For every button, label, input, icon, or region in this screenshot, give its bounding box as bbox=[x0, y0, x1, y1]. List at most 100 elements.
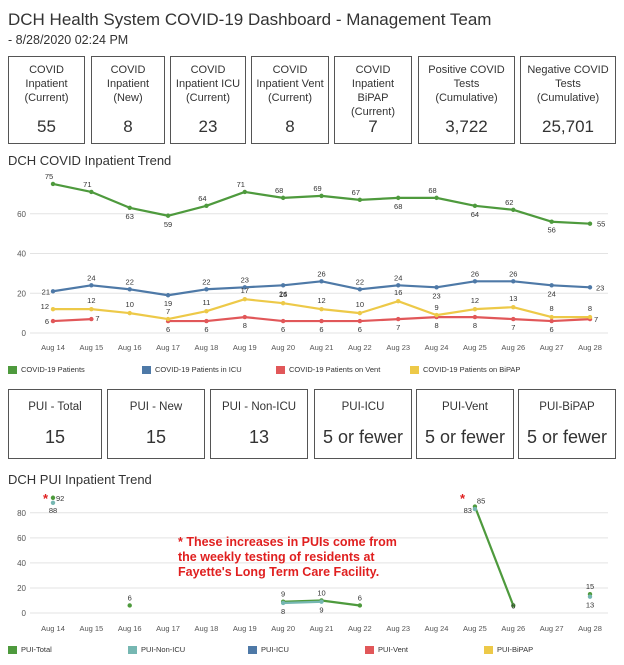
legend-label: COVID-19 Patients on BiPAP bbox=[423, 365, 521, 374]
data-label: 13 bbox=[509, 294, 517, 303]
kpi-value: 23 bbox=[198, 117, 218, 136]
x-tick-label: Aug 23 bbox=[386, 624, 410, 633]
data-point bbox=[549, 283, 554, 288]
data-point bbox=[204, 318, 209, 324]
x-tick-label: Aug 26 bbox=[501, 343, 525, 352]
x-tick-label: Aug 22 bbox=[348, 343, 372, 352]
kpi-label: PUI-ICU bbox=[341, 401, 385, 413]
kpi-value: 3,722 bbox=[445, 117, 488, 136]
kpi-value: 25,701 bbox=[542, 117, 594, 136]
data-point bbox=[472, 314, 478, 320]
data-point bbox=[89, 189, 94, 195]
data-point bbox=[357, 310, 363, 316]
x-tick-label: Aug 27 bbox=[540, 343, 564, 352]
x-tick-label: Aug 28 bbox=[578, 343, 602, 352]
series-line bbox=[282, 194, 323, 199]
kpi-card: COVID Inpatient (New) 8 bbox=[91, 56, 165, 144]
x-tick-label: Aug 23 bbox=[386, 343, 410, 352]
data-label: 8 bbox=[473, 321, 477, 330]
data-point bbox=[511, 279, 516, 284]
data-label: 6 bbox=[550, 325, 554, 334]
series-line bbox=[243, 316, 285, 323]
data-label: 7 bbox=[396, 323, 400, 332]
data-label: 6 bbox=[358, 325, 362, 334]
series-line bbox=[435, 196, 477, 207]
data-label: 10 bbox=[126, 300, 134, 309]
data-point bbox=[165, 293, 171, 298]
x-tick-label: Aug 22 bbox=[348, 624, 372, 633]
data-point bbox=[242, 285, 247, 290]
data-label: 8 bbox=[550, 304, 554, 313]
data-label: 19 bbox=[164, 299, 172, 308]
series-line bbox=[512, 317, 553, 323]
data-label: 24 bbox=[279, 289, 287, 298]
data-label: 71 bbox=[83, 180, 91, 189]
data-label: 69 bbox=[313, 184, 321, 193]
series-line bbox=[282, 302, 323, 311]
data-label: 6 bbox=[166, 325, 170, 334]
data-label: 12 bbox=[41, 302, 49, 311]
data-label: 22 bbox=[126, 277, 134, 286]
data-point bbox=[89, 283, 94, 288]
x-tick-label: Aug 25 bbox=[463, 343, 487, 352]
data-label: 63 bbox=[126, 212, 134, 221]
x-tick-label: Aug 16 bbox=[118, 624, 142, 633]
legend-swatch bbox=[142, 365, 151, 374]
data-label: 8 bbox=[434, 321, 438, 330]
series-line bbox=[320, 280, 361, 291]
legend-label: PUI-Non-ICU bbox=[141, 645, 186, 654]
series-line bbox=[320, 194, 361, 201]
legend-swatch bbox=[8, 365, 17, 374]
data-point bbox=[319, 599, 324, 604]
series-line bbox=[166, 288, 208, 297]
data-label: 62 bbox=[505, 198, 513, 207]
data-point bbox=[204, 203, 209, 209]
legend-item: COVID-19 Patients in ICU bbox=[142, 365, 242, 374]
data-label: 26 bbox=[509, 269, 517, 278]
series-line bbox=[90, 308, 131, 315]
series-line bbox=[358, 196, 400, 201]
x-tick-label: Aug 21 bbox=[310, 343, 334, 352]
data-point bbox=[242, 314, 247, 320]
data-label: 9 bbox=[319, 606, 323, 615]
data-point bbox=[89, 316, 94, 322]
series-line bbox=[512, 306, 553, 319]
data-label: 55 bbox=[597, 220, 605, 229]
legend-swatch bbox=[484, 645, 493, 654]
legend-swatch bbox=[128, 645, 137, 654]
series-line bbox=[282, 600, 323, 605]
legend-swatch bbox=[248, 645, 257, 654]
series-line bbox=[205, 190, 246, 207]
series-line bbox=[550, 317, 592, 323]
data-label: 8 bbox=[243, 321, 247, 330]
data-point bbox=[127, 310, 132, 316]
trend-chart-title: DCH COVID Inpatient Trend bbox=[8, 153, 172, 168]
series-line bbox=[358, 284, 400, 291]
data-point bbox=[242, 189, 247, 195]
kpi-value: 55 bbox=[37, 117, 56, 136]
legend-item: PUI-ICU bbox=[248, 645, 289, 654]
x-tick-label: Aug 26 bbox=[501, 624, 525, 633]
series-line bbox=[205, 286, 246, 291]
legend-swatch bbox=[365, 645, 374, 654]
data-label: 8 bbox=[281, 607, 285, 616]
kpi-label: COVID Inpatient ICU (Current) bbox=[175, 64, 241, 104]
data-label: 9 bbox=[281, 590, 285, 599]
y-tick-label: 40 bbox=[17, 250, 26, 259]
data-label: 75 bbox=[45, 172, 53, 181]
data-label: 85 bbox=[477, 497, 485, 506]
data-point bbox=[242, 297, 247, 302]
data-point bbox=[319, 306, 324, 312]
legend-label: PUI-BiPAP bbox=[497, 645, 534, 654]
kpi-value: 5 or fewer bbox=[526, 427, 608, 447]
kpi-label: PUI-BiPAP bbox=[539, 401, 595, 413]
kpi-label: PUI-Vent bbox=[441, 401, 489, 413]
data-point bbox=[396, 283, 401, 288]
data-point bbox=[472, 506, 478, 512]
kpi-card: COVID Inpatient ICU (Current) 23 bbox=[170, 56, 246, 144]
series-line bbox=[166, 310, 208, 321]
series-line bbox=[282, 280, 323, 287]
data-label: 59 bbox=[164, 220, 172, 229]
data-label: 10 bbox=[317, 588, 325, 597]
